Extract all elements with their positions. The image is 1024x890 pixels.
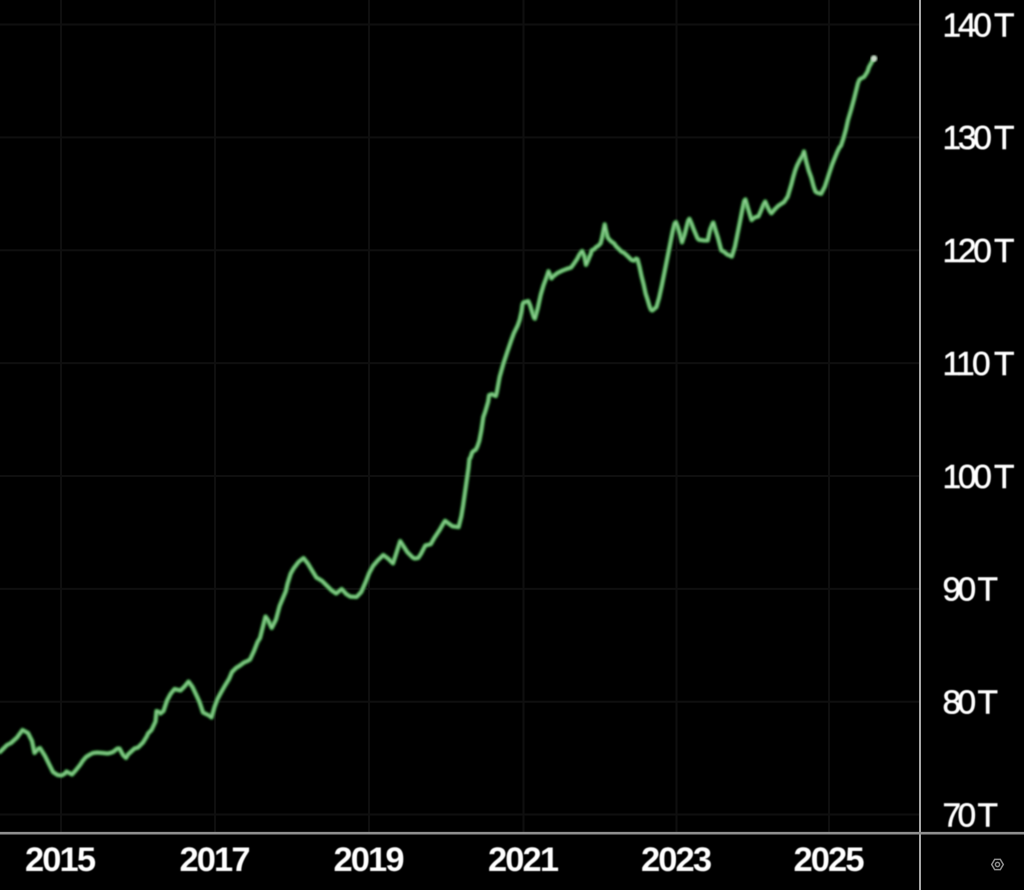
svg-text:110 T: 110 T [943, 346, 1015, 383]
svg-text:100 T: 100 T [943, 459, 1015, 496]
svg-text:130 T: 130 T [943, 120, 1015, 157]
svg-text:2017: 2017 [180, 841, 251, 879]
svg-text:2023: 2023 [641, 841, 712, 879]
svg-text:80 T: 80 T [943, 685, 999, 722]
svg-text:2015: 2015 [25, 841, 96, 879]
svg-text:2025: 2025 [794, 841, 865, 879]
svg-text:70 T: 70 T [943, 797, 999, 834]
svg-text:140 T: 140 T [943, 7, 1015, 44]
svg-text:90 T: 90 T [943, 572, 999, 609]
svg-text:2021: 2021 [488, 841, 559, 879]
svg-text:2019: 2019 [334, 841, 405, 879]
svg-text:120 T: 120 T [943, 233, 1015, 270]
